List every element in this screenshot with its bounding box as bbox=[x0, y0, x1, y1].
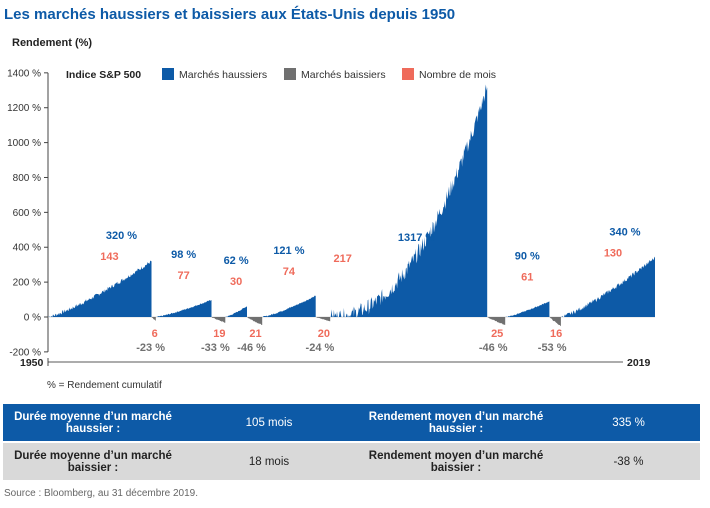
source-note: Source : Bloomberg, au 31 décembre 2019. bbox=[4, 488, 199, 499]
bull-duration-label: Durée moyenne d’un marché haussier : bbox=[3, 404, 183, 443]
bear-market-area bbox=[487, 317, 506, 325]
bear-return-label: -24 % bbox=[306, 342, 335, 354]
y-tick-label: 800 % bbox=[13, 173, 41, 184]
bear-return-label: -53 % bbox=[538, 342, 567, 354]
bull-return-label: 121 % bbox=[273, 245, 304, 257]
bull-return-label: 62 % bbox=[224, 255, 249, 267]
bear-return-label: Rendement moyen d’un marché baissier : bbox=[355, 442, 557, 480]
bear-summary-row: Durée moyenne d’un marché baissier : 18 … bbox=[3, 442, 700, 480]
bear-months-label: 19 bbox=[213, 328, 225, 340]
bear-duration-value: 18 mois bbox=[183, 442, 355, 480]
bear-market-area bbox=[247, 317, 263, 325]
legend-swatch bbox=[402, 68, 414, 80]
bear-months-label: 21 bbox=[249, 328, 261, 340]
chart-note: % = Rendement cumulatif bbox=[47, 380, 162, 391]
bull-months-label: 143 bbox=[100, 251, 118, 263]
bull-return-label: 1317 % bbox=[398, 232, 436, 244]
y-tick-label: 1400 % bbox=[7, 68, 41, 79]
y-axis-label: Rendement (%) bbox=[12, 37, 93, 49]
bull-market-area bbox=[155, 299, 212, 317]
legend-label: Nombre de mois bbox=[419, 69, 496, 81]
bear-market-area bbox=[211, 317, 226, 323]
bear-duration-label: Durée moyenne d’un marché baissier : bbox=[3, 442, 183, 480]
bear-return-label: -23 % bbox=[136, 342, 165, 354]
bear-return-value: -38 % bbox=[557, 442, 700, 480]
bear-months-label: 25 bbox=[491, 328, 503, 340]
x-start-label: 1950 bbox=[20, 357, 44, 369]
legend-swatch bbox=[284, 68, 296, 80]
bull-market-area bbox=[225, 306, 247, 317]
bull-return-value: 335 % bbox=[557, 404, 700, 443]
bull-market-area bbox=[262, 295, 316, 317]
bull-return-label: Rendement moyen d’un marché haussier : bbox=[355, 404, 557, 443]
y-tick-label: 600 % bbox=[13, 208, 41, 219]
y-tick-label: -200 % bbox=[9, 347, 41, 358]
bull-duration-value: 105 mois bbox=[183, 404, 355, 443]
bear-return-label: -46 % bbox=[479, 342, 508, 354]
bull-bear-chart: -200 % 0 % 200 % 400 % 600 % 800 % 1000 % 1200 … bbox=[7, 68, 655, 369]
legend-title: Indice S&P 500 bbox=[66, 69, 141, 81]
bear-months-label: 16 bbox=[550, 328, 562, 340]
bull-summary-row: Durée moyenne d’un marché haussier : 105… bbox=[3, 404, 700, 443]
bear-market-area bbox=[315, 317, 331, 322]
bull-market-area bbox=[48, 260, 152, 317]
bull-return-label: 98 % bbox=[171, 249, 196, 261]
bear-return-label: -46 % bbox=[237, 342, 266, 354]
bear-return-label: -33 % bbox=[201, 342, 230, 354]
legend-label: Marchés baissiers bbox=[301, 69, 386, 81]
y-tick-label: 0 % bbox=[24, 313, 41, 324]
bull-market-area bbox=[505, 301, 550, 317]
bull-months-label: 217 bbox=[334, 253, 352, 265]
chart-title: Les marchés haussiers et baissiers aux É… bbox=[4, 6, 456, 23]
bull-months-label: 74 bbox=[283, 266, 296, 278]
y-tick-label: 1200 % bbox=[7, 103, 41, 114]
bull-months-label: 61 bbox=[521, 271, 533, 283]
bear-months-label: 6 bbox=[152, 328, 158, 340]
bull-return-label: 340 % bbox=[609, 227, 640, 239]
bull-return-label: 90 % bbox=[515, 250, 540, 262]
bull-return-label: 320 % bbox=[106, 230, 137, 242]
bull-months-label: 130 bbox=[604, 248, 622, 260]
legend-swatch bbox=[162, 68, 174, 80]
summary-table: Durée moyenne d’un marché haussier : 105… bbox=[3, 404, 700, 480]
bear-market-area bbox=[549, 317, 561, 327]
y-tick-label: 400 % bbox=[13, 243, 41, 254]
x-end-label: 2019 bbox=[627, 357, 651, 369]
y-tick-label: 1000 % bbox=[7, 138, 41, 149]
legend-label: Marchés haussiers bbox=[179, 69, 267, 81]
bear-months-label: 20 bbox=[318, 328, 330, 340]
bull-months-label: 77 bbox=[178, 270, 190, 282]
y-tick-label: 200 % bbox=[13, 278, 41, 289]
bull-market-area bbox=[560, 256, 655, 317]
bull-market-area bbox=[330, 84, 488, 317]
bear-market-area bbox=[151, 317, 156, 321]
bull-months-label: 30 bbox=[230, 276, 242, 288]
